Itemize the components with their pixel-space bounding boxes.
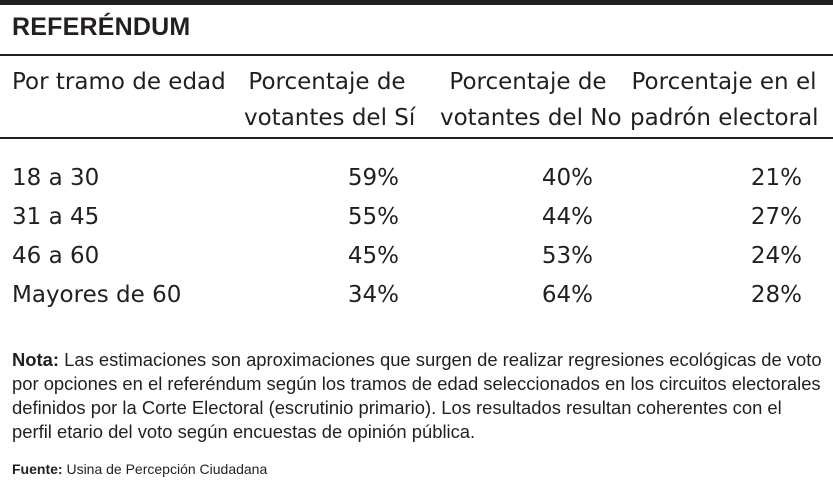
table-row: 18 a 30 59% 40% 21% — [0, 160, 833, 199]
row-roll-percent: 27% — [750, 204, 802, 230]
row-age-label: 18 a 30 — [12, 165, 100, 191]
source-text: Usina de Percepción Ciudadana — [62, 461, 268, 477]
header-yes-voters-line2: votantes del Sí — [244, 105, 416, 131]
row-roll-percent: 28% — [750, 282, 802, 308]
footnote: Nota: Las estimaciones son aproximacione… — [12, 348, 824, 444]
header-divider — [0, 137, 833, 139]
header-electoral-roll-line2: padrón electoral — [630, 105, 819, 131]
title-divider — [0, 54, 833, 56]
row-roll-percent: 21% — [750, 165, 802, 191]
header-yes-voters-line1: Porcentaje de — [248, 69, 406, 95]
table-row: 31 a 45 55% 44% 27% — [0, 199, 833, 238]
top-bar — [0, 0, 833, 5]
header-no-voters: Porcentaje de votantes del No — [440, 64, 622, 136]
source-label: Fuente: — [12, 461, 63, 477]
header-age-group-line1: Por tramo de edad — [12, 69, 226, 95]
table-body: 18 a 30 59% 40% 21% 31 a 45 55% 44% 27% … — [0, 160, 833, 316]
row-age-label: 46 a 60 — [12, 243, 100, 269]
source-credit: Fuente: Usina de Percepción Ciudadana — [12, 461, 267, 477]
header-yes-voters: Porcentaje de votantes del Sí — [244, 64, 416, 136]
header-electoral-roll-line1: Porcentaje en el — [631, 69, 817, 95]
header-no-voters-line2: votantes del No — [440, 105, 622, 131]
row-yes-percent: 45% — [347, 243, 399, 269]
row-no-percent: 44% — [541, 204, 593, 230]
row-age-label: 31 a 45 — [12, 204, 100, 230]
header-age-group: Por tramo de edad — [12, 64, 226, 100]
row-roll-percent: 24% — [750, 243, 802, 269]
table-row: Mayores de 60 34% 64% 28% — [0, 277, 833, 316]
row-no-percent: 64% — [541, 282, 593, 308]
row-age-label: Mayores de 60 — [12, 282, 182, 308]
footnote-text: Las estimaciones son aproximaciones que … — [12, 349, 822, 442]
row-yes-percent: 34% — [347, 282, 399, 308]
table-row: 46 a 60 45% 53% 24% — [0, 238, 833, 277]
header-no-voters-line1: Porcentaje de — [449, 69, 607, 95]
footnote-label: Nota: — [12, 349, 59, 370]
page-title: REFERÉNDUM — [12, 13, 191, 41]
row-no-percent: 40% — [541, 165, 593, 191]
row-yes-percent: 59% — [347, 165, 399, 191]
row-no-percent: 53% — [541, 243, 593, 269]
row-yes-percent: 55% — [347, 204, 399, 230]
header-electoral-roll: Porcentaje en el padrón electoral — [630, 64, 819, 136]
